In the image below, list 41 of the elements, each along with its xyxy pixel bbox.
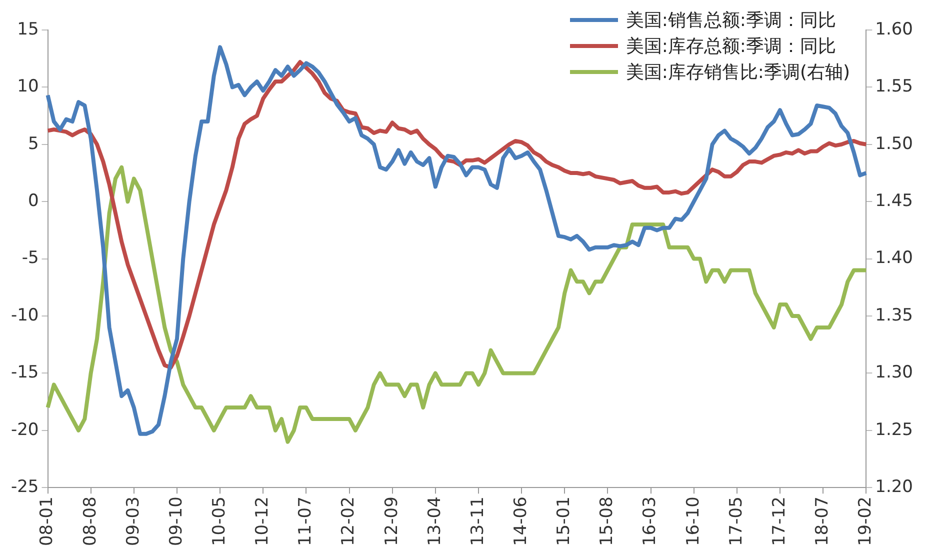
y-tick-label: 10 bbox=[17, 76, 39, 97]
x-tick-label: 09-03 bbox=[123, 496, 144, 546]
y2-tick-label: 1.45 bbox=[875, 191, 914, 212]
x-tick-label: 11-07 bbox=[296, 496, 316, 546]
y2-tick-label: 1.35 bbox=[875, 305, 914, 326]
y-tick-label: -5 bbox=[22, 248, 39, 268]
x-tick-label: 19-02 bbox=[856, 496, 876, 546]
legend-label: 美国:销售总额:季调：同比 bbox=[626, 9, 836, 32]
y2-tick-label: 1.40 bbox=[875, 248, 914, 268]
y-tick-label: -20 bbox=[10, 420, 39, 440]
y-tick-label: -15 bbox=[10, 362, 39, 383]
x-tick-label: 10-05 bbox=[209, 496, 230, 546]
x-tick-label: 16-10 bbox=[683, 496, 704, 546]
y2-tick-label: 1.50 bbox=[875, 134, 914, 154]
legend-label: 美国:库存总额:季调：同比 bbox=[626, 35, 836, 58]
y-tick-label: 15 bbox=[17, 19, 39, 40]
y2-tick-label: 1.55 bbox=[875, 76, 914, 97]
x-tick-label: 09-10 bbox=[166, 496, 186, 546]
x-tick-label: 13-04 bbox=[424, 496, 445, 546]
y2-tick-label: 1.60 bbox=[875, 19, 914, 40]
y-tick-label: -25 bbox=[10, 477, 39, 498]
y2-tick-label: 1.30 bbox=[875, 362, 914, 383]
x-tick-label: 15-01 bbox=[554, 496, 574, 546]
x-tick-label: 14-06 bbox=[510, 496, 531, 546]
x-tick-label: 17-05 bbox=[726, 496, 746, 546]
y-tick-label: -10 bbox=[10, 305, 39, 326]
x-tick-label: 17-12 bbox=[769, 496, 790, 546]
x-tick-label: 08-08 bbox=[80, 496, 100, 546]
y-tick-label: 5 bbox=[28, 134, 39, 154]
x-tick-label: 08-01 bbox=[37, 496, 58, 546]
legend-label: 美国:库存销售比:季调(右轴) bbox=[626, 61, 850, 84]
x-tick-label: 18-07 bbox=[812, 496, 832, 546]
x-tick-label: 10-12 bbox=[252, 496, 273, 546]
y2-tick-label: 1.20 bbox=[875, 477, 914, 498]
x-tick-label: 13-11 bbox=[468, 496, 488, 546]
x-tick-label: 12-09 bbox=[382, 496, 402, 546]
y2-tick-label: 1.25 bbox=[875, 420, 914, 440]
y-tick-label: 0 bbox=[28, 191, 39, 212]
x-tick-label: 15-08 bbox=[597, 496, 618, 546]
x-tick-label: 12-02 bbox=[338, 496, 359, 546]
x-tick-label: 16-03 bbox=[640, 496, 660, 546]
